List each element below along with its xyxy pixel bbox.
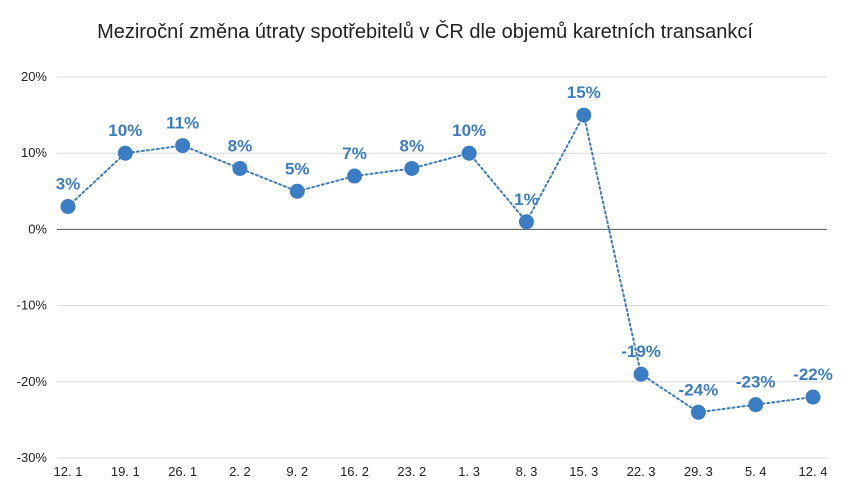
data-label: 10% [452, 121, 486, 140]
y-tick-label: 0% [28, 221, 47, 236]
data-point [347, 168, 363, 184]
x-tick-label: 19. 1 [111, 464, 140, 479]
data-point [404, 160, 420, 176]
y-tick-label: -10% [17, 298, 48, 313]
data-label: 3% [56, 175, 81, 194]
data-label: 7% [342, 144, 367, 163]
y-tick-label: -30% [17, 450, 48, 465]
data-point [232, 160, 248, 176]
data-label: 15% [567, 83, 601, 102]
data-label: 8% [228, 136, 253, 155]
data-label: 1% [514, 190, 539, 209]
x-tick-label: 15. 3 [569, 464, 598, 479]
data-point [748, 397, 764, 413]
x-tick-label: 1. 3 [458, 464, 480, 479]
data-point [289, 183, 305, 199]
data-point [690, 404, 706, 420]
y-axis-ticks: 20% 10% 0% -10% -20% -30% [17, 69, 48, 465]
data-point [805, 389, 821, 405]
y-tick-label: 20% [21, 69, 47, 84]
data-point [175, 138, 191, 154]
x-tick-label: 26. 1 [168, 464, 197, 479]
data-point [576, 107, 592, 123]
data-label: -19% [621, 342, 661, 361]
x-tick-label: 16. 2 [340, 464, 369, 479]
x-axis-ticks: 12. 1 19. 1 26. 1 2. 2 9. 2 16. 2 23. 2 1. 3 8. … [54, 464, 828, 479]
data-label: 8% [400, 136, 425, 155]
data-point [518, 214, 534, 230]
x-tick-label: 5. 4 [745, 464, 767, 479]
x-tick-label: 22. 3 [627, 464, 656, 479]
data-point [633, 366, 649, 382]
data-label: 11% [166, 114, 199, 133]
gridlines [57, 76, 827, 459]
data-label: -23% [736, 373, 776, 392]
series [60, 107, 821, 420]
data-point [60, 199, 76, 215]
x-tick-label: 2. 2 [229, 464, 251, 479]
data-label: 5% [285, 159, 310, 178]
data-label: -22% [793, 365, 833, 384]
data-label: 10% [108, 121, 142, 140]
x-tick-label: 12. 1 [54, 464, 83, 479]
y-tick-label: 10% [21, 145, 47, 160]
x-tick-label: 23. 2 [397, 464, 426, 479]
data-label: -24% [679, 380, 719, 399]
data-labels: 3% 10% 11% 8% 5% 7% 8% 10% 1% 15% -19% -24% -23% -22% [56, 83, 833, 399]
series-line [67, 112, 814, 414]
x-tick-label: 8. 3 [516, 464, 538, 479]
x-tick-label: 12. 4 [799, 464, 828, 479]
data-point [117, 145, 133, 161]
data-point [461, 145, 477, 161]
x-tick-label: 9. 2 [286, 464, 308, 479]
chart-title: Meziroční změna útraty spotřebitelů v ČR… [97, 20, 753, 43]
x-tick-label: 29. 3 [684, 464, 713, 479]
y-tick-label: -20% [17, 374, 48, 389]
